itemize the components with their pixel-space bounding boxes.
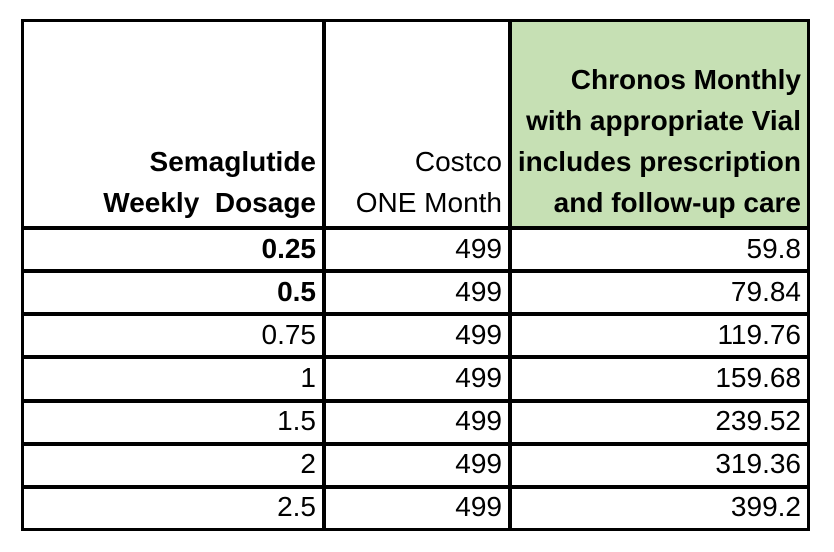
cell-dosage: 1.5 (24, 402, 322, 442)
header-dosage-line: Weekly Dosage (103, 187, 316, 218)
cell-costco: 499 (326, 445, 508, 485)
header-costco: Costco ONE Month (326, 22, 508, 226)
cell-chronos: 319.36 (512, 445, 807, 485)
cell-costco: 499 (326, 316, 508, 356)
cell-costco: 499 (326, 273, 508, 313)
cell-costco: 499 (326, 402, 508, 442)
cell-dosage: 0.75 (24, 316, 322, 356)
cell-dosage: 2.5 (24, 488, 322, 528)
cell-chronos: 399.2 (512, 488, 807, 528)
cell-dosage: 1 (24, 359, 322, 399)
cell-chronos: 59.8 (512, 230, 807, 270)
pricing-table: Semaglutide Weekly Dosage Costco ONE Mon… (21, 19, 810, 531)
cell-chronos: 159.68 (512, 359, 807, 399)
cell-dosage: 0.25 (24, 230, 322, 270)
header-chronos-line: includes prescription (517, 146, 801, 177)
cell-chronos: 239.52 (512, 402, 807, 442)
header-chronos-line: Chronos Monthly (570, 64, 801, 95)
cell-costco: 499 (326, 230, 508, 270)
header-dosage-line: Semaglutide (149, 146, 316, 177)
cell-costco: 499 (326, 359, 508, 399)
cell-costco: 499 (326, 488, 508, 528)
cell-chronos: 79.84 (512, 273, 807, 313)
header-chronos: Chronos Monthly with appropriate Vial in… (512, 22, 807, 226)
header-costco-line: ONE Month (355, 187, 502, 218)
cell-dosage: 2 (24, 445, 322, 485)
header-chronos-line: and follow-up care (553, 187, 801, 218)
cell-chronos: 119.76 (512, 316, 807, 356)
header-chronos-line: with appropriate Vial (526, 105, 801, 136)
header-costco-line: Costco (414, 146, 502, 177)
cell-dosage: 0.5 (24, 273, 322, 313)
header-dosage: Semaglutide Weekly Dosage (24, 22, 322, 226)
